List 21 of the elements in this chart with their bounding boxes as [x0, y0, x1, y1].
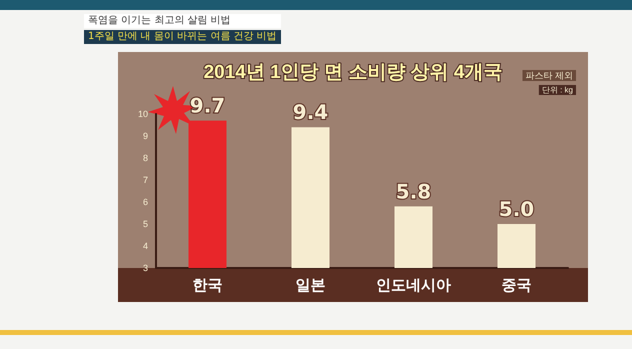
x-tick-label: 중국: [502, 277, 532, 294]
chart-title: 2014년 1인당 면 소비량 상위 4개국: [204, 62, 502, 83]
y-tick-label: 3: [142, 263, 148, 273]
y-tick-label: 6: [142, 197, 148, 207]
text: 1주일 만에 내 몸이 바뀌는 여름 건강 비법: [84, 30, 281, 44]
x-tick-label: 일본: [296, 277, 326, 294]
y-tick-label: 10: [138, 109, 148, 119]
text: 단위 : kg: [542, 86, 574, 94]
data-label: 5.8: [396, 179, 432, 204]
text: 폭염을 이기는 최고의 살림 비법: [84, 14, 281, 28]
x-tick-label: 인도네시아: [376, 277, 451, 294]
x-tick-label: 한국: [192, 277, 222, 294]
y-tick-label: 7: [142, 175, 148, 185]
y-tick-label: 4: [142, 241, 148, 251]
text: 파스타 제외: [526, 70, 574, 80]
data-label: 9.7: [190, 94, 226, 118]
data-label: 5.0: [498, 197, 534, 221]
y-tick-label: 9: [142, 131, 148, 141]
y-tick-label: 5: [142, 219, 148, 229]
data-label: 9.4: [292, 100, 328, 124]
y-tick-label: 8: [142, 153, 148, 163]
